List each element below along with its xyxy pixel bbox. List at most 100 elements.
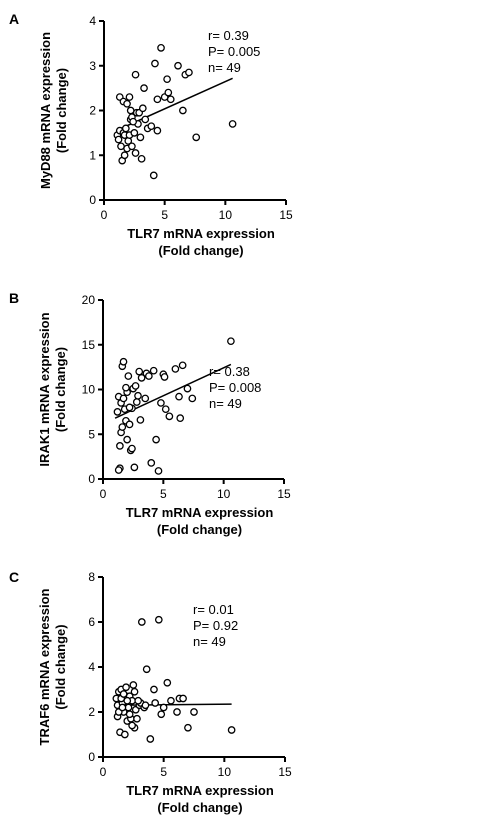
x-tick-label: 0 (100, 765, 107, 779)
data-point (142, 665, 151, 674)
data-point (137, 154, 146, 163)
data-point (114, 466, 123, 474)
y-tick-label: 10 (82, 383, 96, 397)
stat-label: r= 0.39 (208, 28, 249, 43)
y-tick-label: 1 (89, 148, 96, 162)
data-point (188, 394, 197, 403)
data-point (120, 151, 129, 160)
y-tick-label: 5 (88, 427, 95, 441)
data-point (122, 683, 130, 692)
y-tick-label: 0 (89, 193, 96, 207)
data-point (228, 120, 237, 128)
data-point (149, 366, 158, 375)
data-point (135, 367, 144, 376)
data-point (130, 687, 139, 696)
y-axis-title: TRAF6 mRNA expression (37, 588, 52, 745)
x-tick-label: 10 (219, 208, 233, 222)
y-tick-label: 6 (88, 615, 95, 629)
data-point (123, 99, 131, 108)
data-point (157, 399, 165, 407)
x-tick-label: 15 (279, 208, 293, 222)
data-point (137, 374, 146, 382)
data-point (120, 730, 129, 739)
data-point (128, 721, 136, 730)
data-point (160, 373, 169, 381)
data-point (154, 467, 163, 475)
y-axis-title: MyD88 mRNA expression (38, 32, 53, 189)
data-point (118, 423, 127, 431)
data-point (132, 398, 141, 406)
stat-label: r= 0.38 (209, 364, 250, 379)
data-point (176, 414, 185, 422)
stat-label: n= 49 (209, 396, 242, 411)
data-point (163, 678, 172, 687)
data-point (151, 699, 160, 707)
data-point (113, 408, 122, 416)
data-point (131, 149, 140, 157)
data-point (125, 93, 134, 101)
x-tick-label: 5 (160, 765, 167, 779)
x-tick-label: 0 (100, 487, 107, 501)
regression-line (115, 703, 232, 706)
data-point (185, 68, 193, 77)
x-tick-label: 10 (218, 765, 232, 779)
panel-letter: B (9, 290, 19, 306)
y-tick-label: 2 (88, 705, 95, 719)
data-point (183, 384, 192, 393)
data-point (173, 708, 181, 716)
data-point (153, 126, 162, 135)
data-point (146, 735, 155, 743)
data-point (145, 372, 153, 380)
stat-label: n= 49 (208, 60, 241, 75)
x-axis-title: (Fold change) (157, 522, 242, 537)
y-axis-title: (Fold change) (53, 347, 68, 432)
x-tick-label: 15 (277, 487, 291, 501)
stat-label: P= 0.008 (209, 380, 261, 395)
data-point (227, 726, 236, 734)
data-point (124, 372, 133, 380)
data-point (123, 435, 131, 444)
x-tick-label: 0 (101, 208, 108, 222)
stat-label: P= 0.92 (193, 618, 238, 633)
y-axis-title: (Fold change) (54, 68, 69, 153)
x-axis-title: TLR7 mRNA expression (126, 505, 274, 520)
data-point (179, 694, 187, 703)
data-point (227, 337, 235, 346)
y-tick-label: 15 (82, 338, 96, 352)
panel-letter: C (9, 569, 19, 585)
data-point (136, 416, 145, 424)
data-point (134, 391, 142, 400)
y-tick-label: 0 (88, 472, 95, 486)
data-point (141, 115, 150, 124)
data-point (190, 708, 198, 716)
data-point (119, 357, 128, 366)
data-point (147, 459, 156, 467)
data-point (119, 690, 128, 698)
data-point (121, 124, 130, 133)
y-tick-label: 4 (89, 14, 96, 28)
data-point (175, 392, 183, 401)
panel-a: A 0 5 10 15 0 1 2 3 4 TLR7 mRNA expression (Fold ch… (9, 11, 293, 258)
data-point (129, 681, 138, 689)
y-tick-label: 2 (89, 104, 96, 118)
data-point (161, 405, 170, 414)
x-axis-title: TLR7 mRNA expression (126, 783, 274, 798)
data-point (141, 394, 150, 403)
data-point (153, 95, 162, 104)
data-point (130, 463, 139, 472)
data-point (150, 685, 158, 694)
data-point (131, 70, 140, 79)
panel-letter: A (9, 11, 19, 27)
data-point (165, 412, 174, 421)
data-point (154, 615, 163, 624)
data-point (166, 95, 175, 104)
data-point (123, 696, 132, 705)
y-tick-label: 8 (88, 570, 95, 584)
data-point (136, 133, 145, 142)
x-tick-label: 5 (160, 487, 167, 501)
data-point (141, 701, 150, 710)
data-point (131, 382, 140, 390)
data-point (114, 135, 123, 144)
data-point (157, 710, 166, 719)
